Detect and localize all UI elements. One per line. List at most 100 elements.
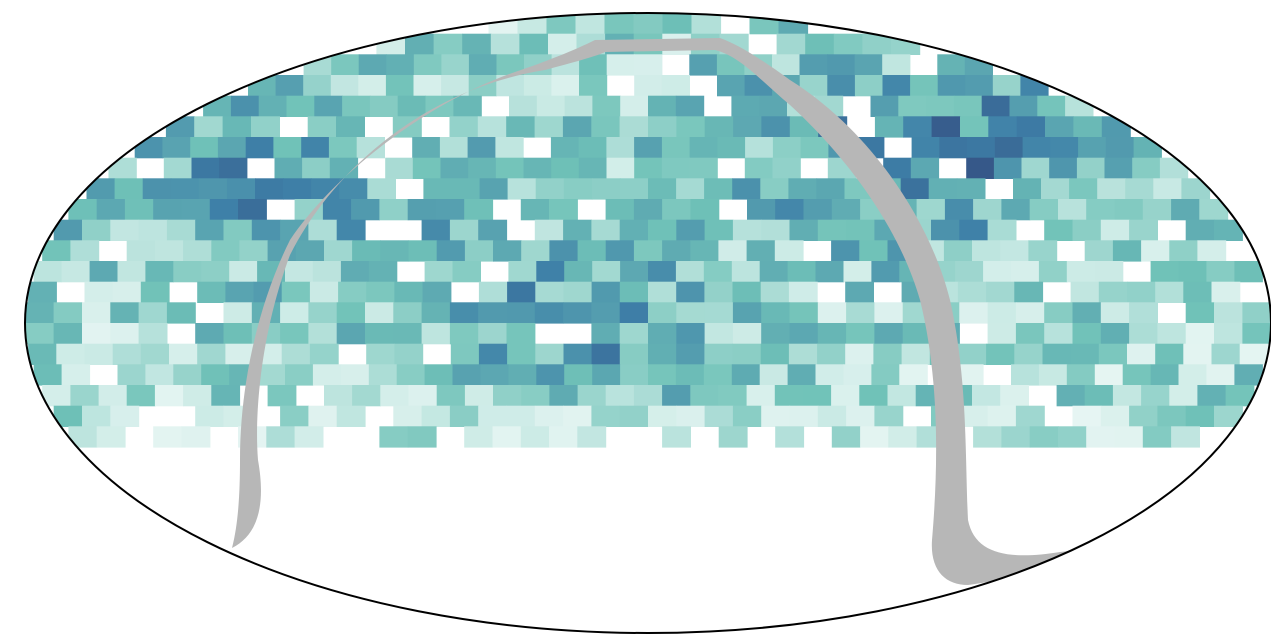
density-pixel (676, 219, 706, 241)
density-pixel (772, 157, 801, 179)
density-pixel (648, 261, 677, 283)
density-pixel (871, 364, 900, 386)
density-pixel (248, 75, 277, 97)
density-pixel (704, 302, 734, 324)
density-pixel (689, 54, 718, 76)
density-pixel (134, 137, 163, 159)
density-pixel (843, 261, 872, 283)
density-pixel (973, 199, 1002, 221)
density-pixel (82, 323, 111, 345)
density-pixel (732, 281, 762, 303)
density-pixel (831, 385, 860, 407)
density-pixel (620, 95, 649, 117)
density-pixel (340, 261, 370, 283)
density-pixel (928, 178, 958, 200)
density-pixel (1114, 199, 1144, 221)
density-pixel (520, 199, 550, 221)
density-pixel (1169, 385, 1199, 407)
density-pixel (153, 426, 183, 448)
density-pixel (480, 364, 509, 386)
density-pixel (563, 405, 592, 427)
density-pixel (142, 178, 172, 200)
density-pixel (1197, 240, 1227, 262)
density-pixel (117, 364, 146, 386)
density-pixel (959, 302, 989, 324)
density-pixel (803, 199, 833, 221)
density-pixel (1066, 261, 1096, 283)
density-pixel (732, 302, 762, 324)
density-pixel (551, 157, 580, 179)
density-pixel (1000, 385, 1029, 407)
density-pixel (112, 343, 142, 365)
density-pixel (439, 137, 469, 159)
density-pixel (379, 426, 409, 448)
density-pixel (314, 95, 343, 117)
density-pixel (1155, 281, 1184, 303)
density-pixel (1016, 116, 1046, 138)
density-pixel (508, 261, 537, 283)
density-pixel (422, 281, 452, 303)
density-pixel (1072, 302, 1102, 324)
density-pixel (1022, 137, 1051, 159)
density-pixel (981, 95, 1011, 117)
density-pixel (882, 75, 911, 97)
density-pixel (562, 116, 592, 138)
density-pixel (358, 75, 387, 97)
density-pixel (138, 323, 168, 345)
density-pixel (1045, 116, 1074, 138)
density-pixel (245, 137, 274, 159)
density-pixel (859, 240, 889, 262)
density-pixel (1072, 219, 1102, 241)
density-pixel (733, 116, 763, 138)
density-pixel (534, 116, 564, 138)
density-pixel (273, 137, 302, 159)
density-pixel (450, 343, 480, 365)
density-pixel (311, 178, 340, 200)
density-pixel (336, 116, 365, 138)
density-pixel (972, 385, 1001, 407)
density-pixel (563, 302, 592, 324)
density-pixel (899, 364, 928, 386)
density-pixel (577, 426, 607, 448)
density-pixel (535, 178, 565, 200)
density-pixel (82, 405, 111, 427)
density-pixel (703, 261, 733, 283)
density-pixel (676, 116, 706, 138)
density-pixel (1038, 261, 1068, 283)
density-pixel (138, 302, 168, 324)
density-pixel (1183, 343, 1213, 365)
density-pixel (1141, 240, 1170, 262)
density-pixel (449, 302, 479, 324)
density-pixel (366, 281, 395, 303)
density-pixel (507, 281, 536, 303)
density-pixel (61, 364, 91, 386)
density-pixel (776, 33, 806, 55)
density-pixel (229, 261, 258, 283)
density-pixel (966, 157, 995, 179)
density-pixel (957, 281, 987, 303)
density-pixel (591, 343, 621, 365)
density-pixel (464, 426, 494, 448)
density-pixel (704, 116, 734, 138)
density-pixel (219, 157, 248, 179)
density-pixel (592, 364, 621, 386)
density-pixel (901, 343, 931, 365)
density-pixel (648, 302, 677, 324)
density-pixel (412, 137, 441, 159)
density-pixel (987, 219, 1017, 241)
density-pixel (661, 157, 691, 179)
density-pixel (283, 178, 312, 200)
density-pixel (676, 343, 705, 365)
density-pixel (169, 343, 198, 365)
density-pixel (1073, 116, 1103, 138)
density-pixel (1050, 137, 1079, 159)
density-pixel (163, 157, 193, 179)
density-pixel (195, 405, 225, 427)
density-pixel (507, 178, 537, 200)
density-pixel (604, 13, 635, 35)
density-pixel (275, 75, 304, 97)
density-pixel (845, 343, 874, 365)
density-pixel (110, 302, 140, 324)
density-pixel (689, 137, 718, 159)
density-pixel (366, 343, 395, 365)
